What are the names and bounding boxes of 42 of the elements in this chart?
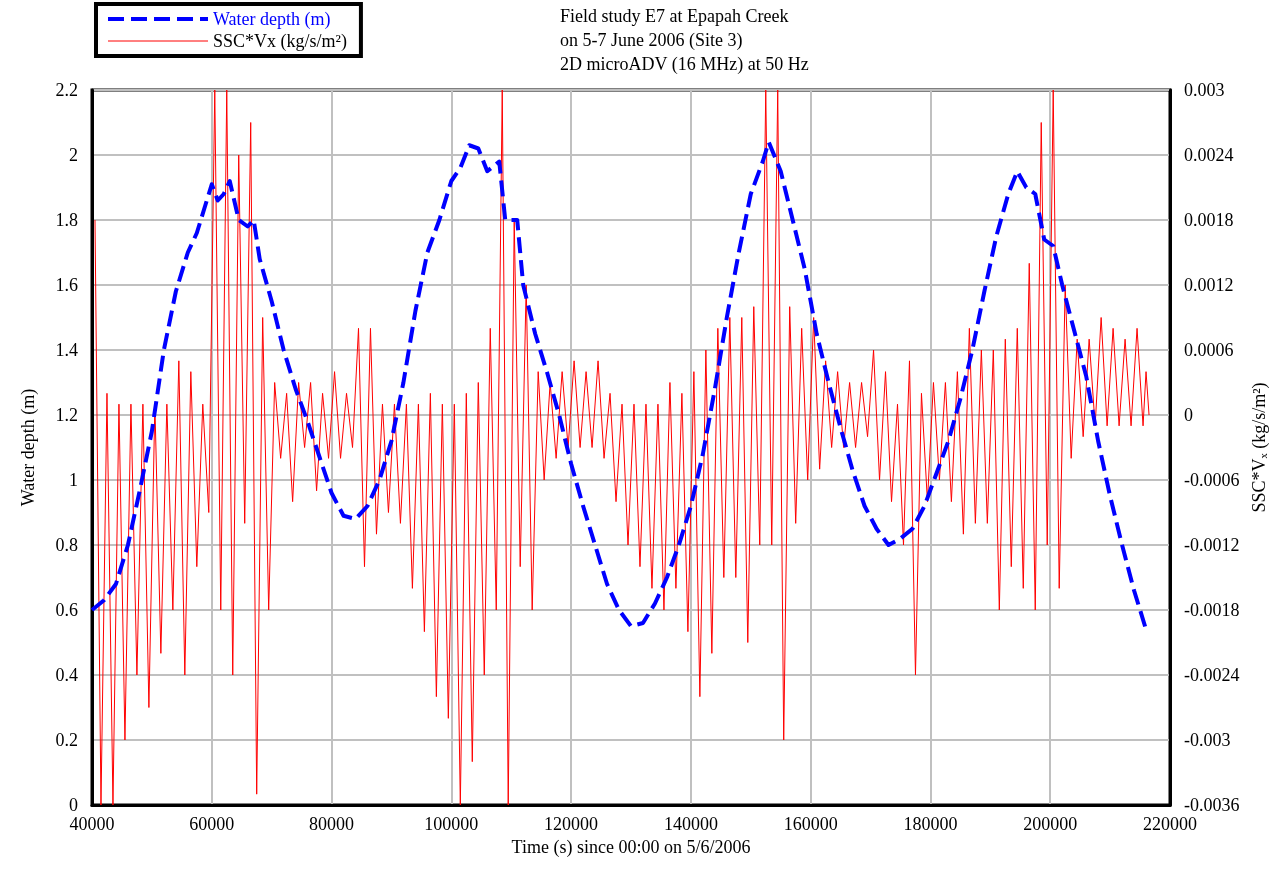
y-tick-label: 0.8 [55, 535, 78, 555]
y2-tick-label: -0.0006 [1184, 470, 1240, 490]
y-tick-label: 0 [69, 795, 78, 815]
text: Water depth (m) [213, 9, 331, 30]
x-tick-label: 80000 [309, 814, 355, 834]
y2-tick-label: -0.0018 [1184, 600, 1240, 620]
y2-tick-label: 0.0006 [1184, 340, 1234, 360]
y2-tick-label: 0.0024 [1184, 145, 1234, 165]
y-tick-label: 1.2 [55, 405, 78, 425]
y-axis-title: Water depth (m) [18, 388, 39, 507]
y-tick-label: 2.2 [55, 80, 78, 100]
text: 2D microADV (16 MHz) at 50 Hz [560, 54, 809, 75]
y-tick-label: 1.8 [55, 210, 78, 230]
x-tick-label: 180000 [903, 814, 958, 834]
y2-tick-label: -0.0024 [1184, 665, 1240, 685]
y-tick-label: 0.6 [55, 600, 78, 620]
y2-axis-title: SSC*Vₓ (kg/s/m²) [1249, 382, 1271, 513]
y2-tick-label: 0 [1184, 405, 1193, 425]
y-tick-label: 1.4 [55, 340, 78, 360]
x-tick-label: 60000 [189, 814, 235, 834]
x-tick-label: 40000 [69, 814, 115, 834]
y-tick-label: 1.6 [55, 275, 78, 295]
x-tick-label: 160000 [783, 814, 838, 834]
y2-tick-label: -0.003 [1184, 730, 1231, 750]
y-tick-label: 0.2 [55, 730, 78, 750]
y-tick-label: 1 [69, 470, 78, 490]
y2-tick-label: 0.003 [1184, 80, 1225, 100]
y-tick-label: 2 [69, 145, 78, 165]
y2-tick-label: -0.0036 [1184, 795, 1240, 815]
text: SSC*Vx (kg/s/m²) [213, 31, 347, 52]
x-tick-label: 140000 [663, 814, 718, 834]
y-tick-label: 0.4 [55, 665, 78, 685]
y2-tick-label: -0.0012 [1184, 535, 1240, 555]
x-tick-label: 200000 [1023, 814, 1078, 834]
text: on 5-7 June 2006 (Site 3) [560, 30, 743, 51]
y2-tick-label: 0.0012 [1184, 275, 1234, 295]
x-tick-label: 120000 [544, 814, 599, 834]
x-tick-label: 220000 [1143, 814, 1197, 834]
x-axis-title: Time (s) since 00:00 on 5/6/2006 [511, 836, 751, 858]
y2-tick-label: 0.0018 [1184, 210, 1234, 230]
text: Field study E7 at Epapah Creek [560, 6, 789, 26]
x-tick-label: 100000 [424, 814, 479, 834]
